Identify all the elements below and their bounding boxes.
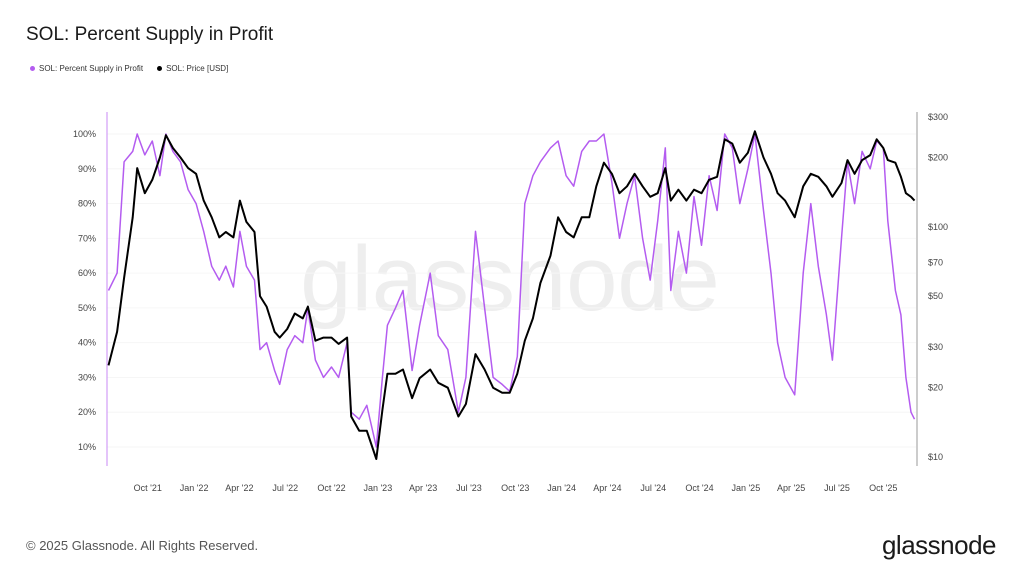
x-tick-label: Apr '23 (409, 483, 437, 493)
x-tick-label: Oct '24 (685, 483, 713, 493)
y-right-tick-label: $50 (928, 291, 943, 301)
y-left-tick-label: 30% (78, 372, 96, 382)
legend-dot-icon (157, 66, 163, 71)
x-tick-label: Oct '25 (869, 483, 897, 493)
brand-logo: glassnode (881, 530, 997, 560)
y-left-tick-label: 100% (73, 129, 96, 139)
chart-title: SOL: Percent Supply in Profit (26, 24, 274, 45)
y-left-tick-label: 70% (78, 233, 96, 243)
y-left-tick-label: 20% (78, 407, 96, 417)
series-line-percent-supply (107, 133, 916, 448)
copyright: © 2025 Glassnode. All Rights Reserved. (26, 538, 259, 553)
watermark: glassnode (300, 228, 719, 330)
x-tick-label: Apr '24 (593, 483, 621, 493)
x-tick-label: Jul '23 (456, 483, 482, 493)
legend-item-price[interactable]: SOL: Price [USD] (157, 64, 228, 73)
y-right-tick-label: $200 (928, 153, 948, 163)
legend-item-percent-supply[interactable]: SOL: Percent Supply in Profit (30, 64, 143, 73)
y-right-tick-label: $70 (928, 257, 943, 267)
legend-dot-icon (30, 66, 35, 71)
x-tick-label: Jan '24 (547, 483, 576, 493)
x-tick-label: Jan '23 (363, 483, 392, 493)
y-right-tick-label: $100 (928, 222, 948, 232)
x-tick-label: Oct '23 (501, 483, 529, 493)
legend-label: SOL: Price [USD] (166, 64, 229, 73)
legend: SOL: Percent Supply in Profit SOL: Price… (30, 64, 228, 73)
y-left-tick-label: 60% (78, 268, 96, 278)
x-tick-label: Apr '22 (225, 483, 253, 493)
y-right-tick-label: $10 (928, 452, 943, 462)
legend-label: SOL: Percent Supply in Profit (39, 64, 144, 73)
series-line-price (107, 130, 916, 460)
x-tick-label: Jan '22 (180, 483, 209, 493)
x-tick-label: Apr '25 (777, 483, 805, 493)
x-tick-label: Jul '24 (640, 483, 666, 493)
x-tick-label: Jul '22 (272, 483, 298, 493)
y-right-tick-label: $30 (928, 342, 943, 352)
y-left-tick-label: 50% (78, 303, 96, 313)
y-left-tick-label: 10% (78, 442, 96, 452)
y-right-tick-label: $300 (928, 112, 948, 122)
y-left-tick-label: 90% (78, 164, 96, 174)
y-left-tick-label: 80% (78, 199, 96, 209)
x-tick-label: Oct '21 (134, 483, 162, 493)
x-tick-label: Jul '25 (824, 483, 850, 493)
y-right-tick-label: $20 (928, 383, 943, 393)
x-tick-label: Oct '22 (317, 483, 345, 493)
y-left-tick-label: 40% (78, 338, 96, 348)
x-tick-label: Jan '25 (731, 483, 760, 493)
